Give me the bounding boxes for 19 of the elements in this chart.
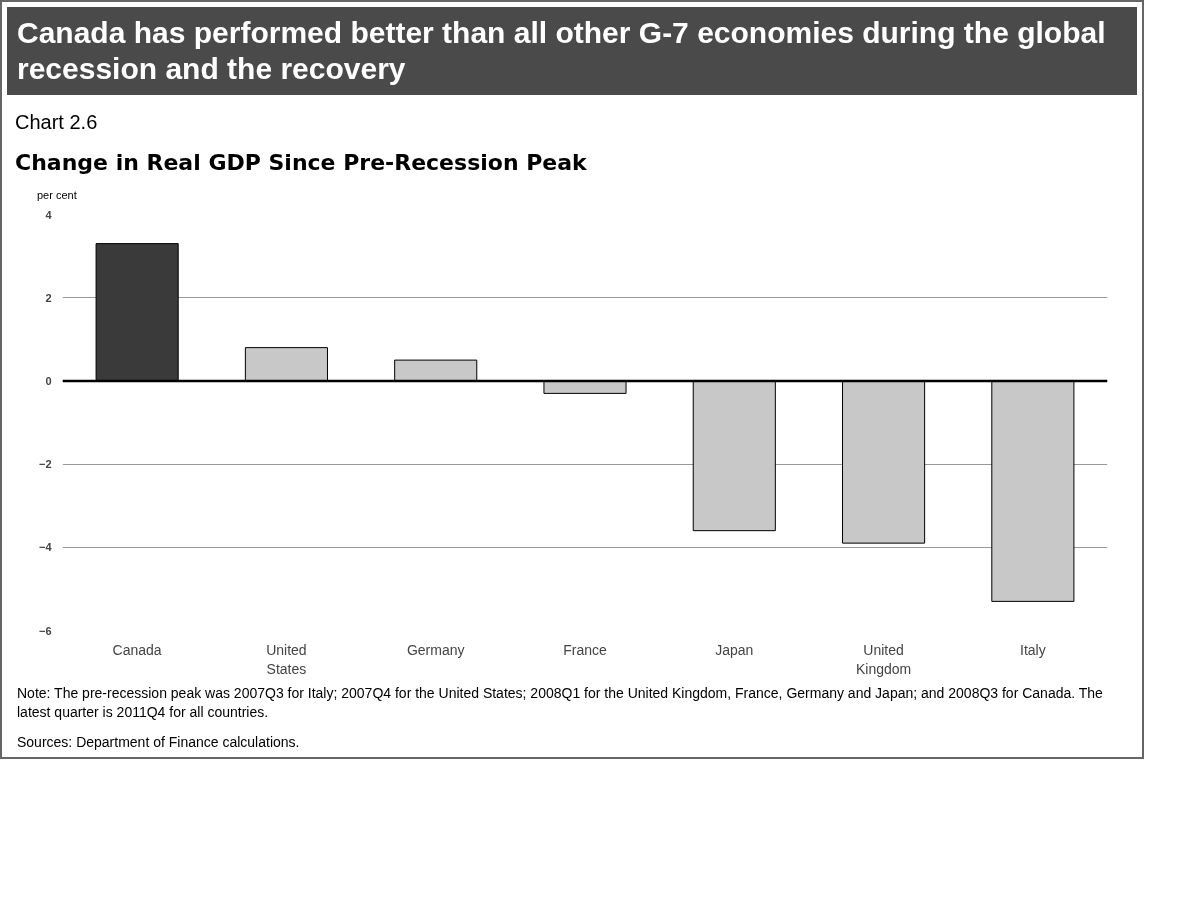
source-note: Sources: Department of Finance calculations. — [17, 732, 300, 752]
x-tick-label: Italy — [1020, 641, 1046, 658]
y-tick-label: −2 — [38, 457, 52, 470]
x-tick-label: United States — [266, 641, 307, 677]
x-tick-label: Germany — [406, 641, 465, 658]
y-tick-label: 2 — [45, 291, 52, 304]
text: Note: The pre-recession peak was 2007Q3 for Italy; 2007Q4 for the United States; 2008Q1 for the United Kingdom, France, Germany and Japan; and 2008Q3 for Canada. The latest quarter is 2011Q4 for all countries. — [17, 683, 1104, 723]
y-axis-title: per cent — [37, 188, 77, 203]
x-tick-label: France — [563, 641, 607, 658]
y-tick-label: −4 — [38, 540, 53, 553]
x-tick-label: United Kingdom — [855, 641, 912, 677]
chart-subtitle: Change in Real GDP Since Pre-Recession Peak — [15, 148, 587, 177]
caption: Chart 2.6 — [15, 110, 98, 135]
chart-title: Canada has performed better than all other G-7 economies during the global recession and the recovery — [17, 15, 1107, 87]
x-tick-label: Japan — [715, 641, 754, 658]
y-tick-label: 0 — [45, 374, 52, 387]
x-tick-label: Canada — [112, 641, 162, 658]
y-tick-label: 4 — [45, 208, 53, 221]
y-tick-label: −6 — [38, 624, 52, 637]
